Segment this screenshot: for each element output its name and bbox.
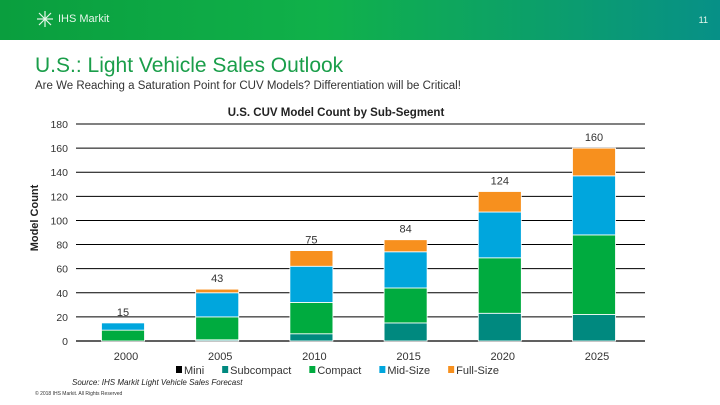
header-bar: IHS Markit 11 <box>0 0 720 40</box>
x-tick-label: 2015 <box>396 351 420 363</box>
legend-label: Mini <box>184 365 204 377</box>
total-label: 43 <box>211 273 223 285</box>
bar-segment-subcompact <box>477 312 522 342</box>
bar-segment-full-size <box>477 191 522 213</box>
y-tick-label: 160 <box>50 143 68 155</box>
y-axis-label: Model Count <box>29 184 41 251</box>
legend-swatch <box>309 366 316 373</box>
y-tick-label: 60 <box>56 264 68 276</box>
y-tick-label: 180 <box>50 119 68 131</box>
total-label: 124 <box>491 176 509 188</box>
bar-segment-compact <box>572 234 616 315</box>
legend-swatch <box>176 366 182 373</box>
ihs-markit-logo: IHS Markit <box>36 10 109 28</box>
page-number: 11 <box>698 15 708 25</box>
bar-segment-compact <box>101 329 145 342</box>
bar-segment-mid-size <box>289 265 334 303</box>
bar-segment-mid-size <box>383 251 428 289</box>
y-tick-label: 40 <box>56 288 68 300</box>
y-tick-label: 140 <box>50 167 68 179</box>
bar-segment-mid-size <box>572 175 616 236</box>
x-tick-label: 2025 <box>585 351 609 363</box>
y-tick-label: 80 <box>56 240 68 252</box>
chart-title: U.S. CUV Model Count by Sub-Segment <box>228 107 445 119</box>
bar-segment-mid-size <box>477 211 522 259</box>
legend-label: Compact <box>317 365 361 377</box>
total-label: 160 <box>585 132 603 144</box>
bar-segment-compact <box>477 257 522 314</box>
bar-segment-subcompact <box>289 333 334 342</box>
total-label: 84 <box>399 224 411 236</box>
x-tick-label: 2000 <box>114 351 138 363</box>
bar-segment-compact <box>383 287 428 324</box>
total-label: 15 <box>117 307 129 319</box>
logo-text: IHS Markit <box>58 13 110 25</box>
bar-segment-full-size <box>383 239 428 253</box>
bar-segment-full-size <box>572 147 616 177</box>
y-tick-label: 20 <box>56 312 68 324</box>
legend-label: Mid-Size <box>387 365 430 377</box>
x-tick-label: 2020 <box>491 351 515 363</box>
y-tick-label: 0 <box>62 336 68 348</box>
page-subtitle: Are We Reaching a Saturation Point for C… <box>35 80 461 92</box>
legend-swatch <box>448 366 455 373</box>
y-tick-label: 120 <box>50 191 68 203</box>
total-label: 75 <box>305 235 317 247</box>
bar-segment-full-size <box>195 288 240 294</box>
legend-swatch <box>222 366 229 373</box>
bar-segment-mid-size <box>101 322 145 331</box>
bar-segment-subcompact <box>383 322 428 342</box>
bar-segment-mid-size <box>195 292 240 318</box>
page-title: U.S.: Light Vehicle Sales Outlook <box>35 54 344 77</box>
x-tick-label: 2010 <box>302 351 326 363</box>
y-tick-label: 100 <box>50 215 68 227</box>
bar-segment-full-size <box>289 250 334 267</box>
bar-segment-subcompact <box>572 314 616 342</box>
legend-label: Full-Size <box>456 365 499 377</box>
bar-segment-compact <box>289 302 334 335</box>
x-tick-label: 2005 <box>208 351 232 363</box>
copyright: © 2018 IHS Markit. All Rights Reserved <box>35 391 123 397</box>
starburst-icon <box>37 11 53 27</box>
legend-label: Subcompact <box>230 365 291 377</box>
bar-segment-compact <box>195 316 240 341</box>
legend-swatch <box>379 366 386 373</box>
source-note: Source: IHS Markit Light Vehicle Sales F… <box>72 378 243 387</box>
